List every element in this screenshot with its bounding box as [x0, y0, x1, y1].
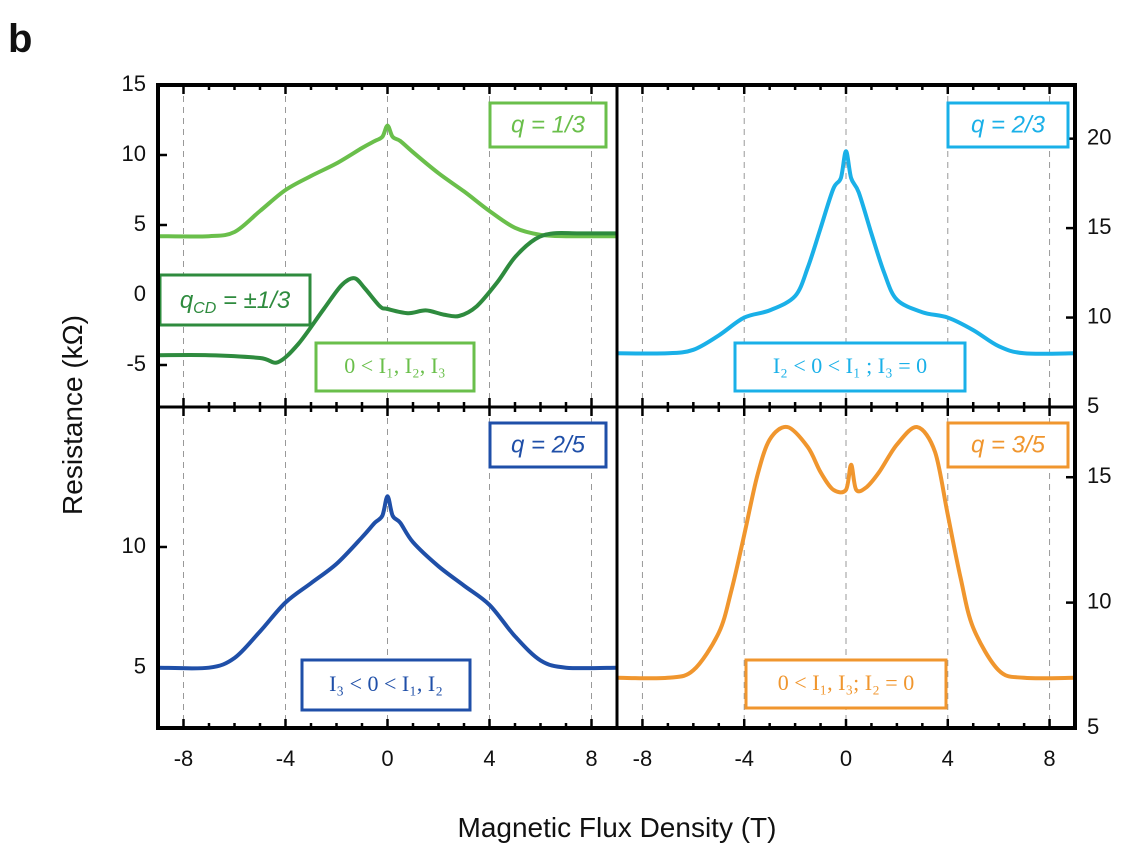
y-tick-label: 15: [122, 71, 146, 96]
q-label: q = 3/5: [971, 431, 1046, 458]
condition-label: I₃ < 0 < I₁, I₂: [329, 671, 443, 696]
x-tick-label: 4: [483, 746, 495, 771]
x-tick-label: 0: [840, 746, 852, 771]
chart-panel-top-right: 5 10 15 20 q = 2/3 I₂ < 0 < I₁ ; I₃ = 0: [617, 85, 1111, 418]
x-tick-label: -8: [633, 746, 653, 771]
x-tick-label: -4: [734, 746, 754, 771]
y-tick-label: 10: [122, 533, 146, 558]
y-tick-label: 20: [1087, 124, 1111, 149]
y-tick-label: 5: [1087, 714, 1099, 739]
series-line-1: [617, 149, 1075, 356]
q-label-box: [946, 101, 1070, 149]
condition-label: 0 < I₁, I₃; I₂ = 0: [778, 670, 914, 695]
series-line-1: [158, 123, 617, 239]
figure-outer-frame: [156, 83, 1077, 730]
x-tick-label: 4: [942, 746, 954, 771]
q-label-box: [946, 421, 1070, 469]
condition-label-box: [300, 658, 472, 712]
condition-label-box: [733, 341, 967, 393]
x-tick-label: -8: [174, 746, 194, 771]
q-label: q = 2/5: [511, 431, 586, 458]
q-label-box: [488, 101, 608, 149]
q-label-box: [488, 421, 608, 469]
y-tick-label: 5: [134, 211, 146, 236]
y-tick-label: 0: [134, 281, 146, 306]
y-axis-title: Resistance (kΩ): [57, 315, 88, 515]
y-tick-label: 15: [1087, 214, 1111, 239]
x-tick-label: -4: [276, 746, 296, 771]
qcd-label-main: q: [180, 287, 194, 314]
series-line-2: [158, 231, 617, 365]
y-tick-label: 15: [1087, 463, 1111, 488]
qcd-label-sub: CD: [193, 300, 217, 317]
condition-label-box: [744, 658, 948, 710]
x-tick-label: 8: [1043, 746, 1055, 771]
panels: -5 0 5 10 15 q = 1/3 0 < I₁, I₂, I₃ qCD = ±1/3 5…: [122, 71, 1112, 771]
y-tick-label: 5: [134, 653, 146, 678]
chart-panel-bottom-right: 5 10 15 -8 -4 0 4 8 q = 3/5 0 < I₁, I₃; I₂ = 0: [617, 407, 1111, 771]
q-label: q = 2/3: [971, 111, 1046, 138]
condition-label-box: [314, 341, 476, 393]
y-tick-label: -5: [126, 351, 146, 376]
series-line-1: [617, 424, 1075, 681]
y-tick-label: 5: [1087, 393, 1099, 418]
series-line-1: [158, 494, 617, 671]
panel-letter: b: [8, 17, 32, 61]
chart-panel-top-left: -5 0 5 10 15 q = 1/3 0 < I₁, I₂, I₃ qCD = ±1/3: [122, 71, 617, 407]
condition-label: 0 < I₁, I₂, I₃: [344, 353, 445, 378]
qcd-label: qCD = ±1/3: [180, 287, 291, 317]
q-label: q = 1/3: [511, 111, 586, 138]
x-tick-label: 8: [585, 746, 597, 771]
x-axis-title: Magnetic Flux Density (T): [458, 812, 777, 843]
qcd-label-rest: = ±1/3: [216, 287, 291, 314]
x-tick-label: 0: [381, 746, 393, 771]
y-tick-label: 10: [1087, 588, 1111, 613]
y-tick-label: 10: [122, 141, 146, 166]
qcd-label-box: [158, 273, 312, 327]
chart-panel-bottom-left: 5 10 -8 -4 0 4 8 q = 2/5 I₃ < 0 < I₁, I₂: [122, 407, 617, 771]
condition-label: I₂ < 0 < I₁ ; I₃ = 0: [773, 353, 927, 378]
y-tick-label: 10: [1087, 303, 1111, 328]
